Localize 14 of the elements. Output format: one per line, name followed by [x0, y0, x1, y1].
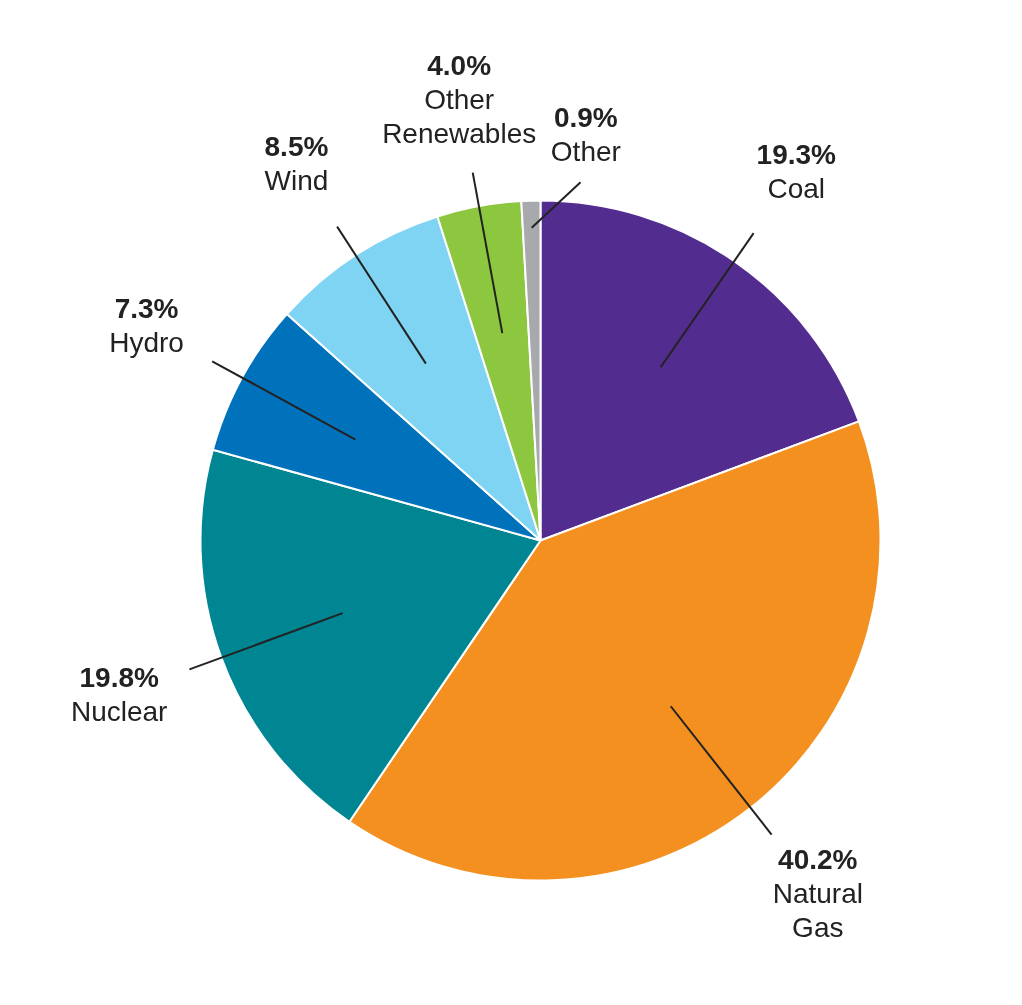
- data-label: 8.5%: [264, 130, 329, 162]
- slice-label: Wind: [264, 164, 329, 196]
- data-label: 0.9%: [553, 102, 618, 134]
- data-label: 4.0%: [427, 50, 492, 82]
- slice-label: Coal: [767, 172, 826, 204]
- data-label: 40.2%: [778, 844, 858, 876]
- slice-label: Other: [550, 136, 621, 168]
- slice-label: Natural Gas: [772, 878, 863, 944]
- slice-label: Nuclear: [70, 696, 168, 728]
- slice-label: Other Renewables: [382, 84, 537, 150]
- data-label: 19.3%: [756, 138, 837, 170]
- slice-label: Hydro: [109, 326, 184, 358]
- data-label: 7.3%: [114, 292, 179, 324]
- data-label: 19.8%: [79, 662, 159, 694]
